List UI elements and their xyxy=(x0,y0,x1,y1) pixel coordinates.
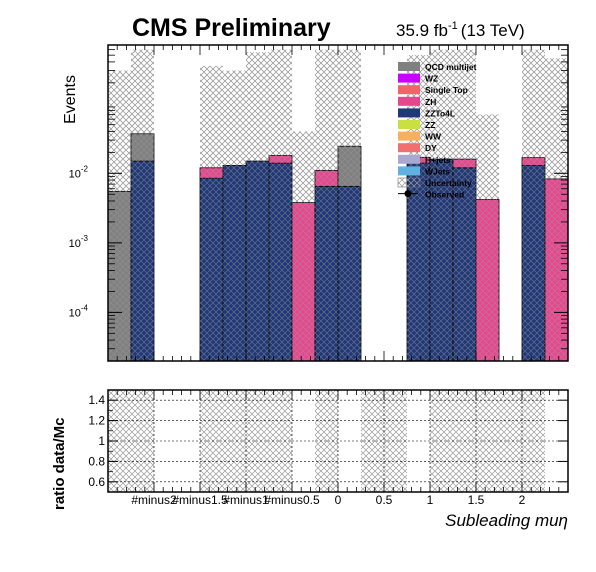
uncertainty-overlay xyxy=(545,58,568,361)
legend-swatch xyxy=(398,120,420,129)
ratio-band-segment xyxy=(430,390,545,492)
legend-swatch xyxy=(398,73,420,83)
legend-label: Single Top xyxy=(425,85,468,95)
uncertainty-overlay xyxy=(246,52,269,362)
uncertainty-overlay xyxy=(269,49,292,362)
ratio-y-tick-label: 1 xyxy=(98,434,105,448)
legend-swatch xyxy=(398,154,420,164)
legend-label: Uncertainty xyxy=(425,178,472,188)
legend-swatch xyxy=(398,108,420,118)
uncertainty-overlay xyxy=(453,49,476,362)
uncertainty-overlay xyxy=(292,131,315,361)
legend-swatch xyxy=(398,166,420,176)
ratio-y-tick-label: 0.8 xyxy=(88,454,105,468)
y-axis-label: Events xyxy=(62,75,79,124)
main-panel: 10-2 10-3 10-4 Events QCD multijet WZSingle… xyxy=(62,44,569,362)
stacked-histogram xyxy=(107,49,569,362)
legend-marker-observed xyxy=(404,190,412,198)
ratio-band-segment xyxy=(315,390,338,492)
ratio-axis-ticks: 1.4 1.2 1 0.8 0.6 #minus2#minus1.5#minus1#min… xyxy=(88,389,569,507)
legend-swatch-uncertainty xyxy=(397,177,421,188)
x-tick-label: 0.5 xyxy=(376,493,393,507)
x-tick-label: #minus0.5 xyxy=(264,493,320,507)
y-tick-label: 10-3 xyxy=(69,234,89,250)
legend-label: WJets xyxy=(425,166,450,176)
legend-label: DY xyxy=(425,143,437,153)
ratio-y-axis-label: ratio data/Mc xyxy=(51,417,68,510)
uncertainty-overlay xyxy=(223,70,246,362)
ratio-grid xyxy=(108,390,568,492)
legend-label: ZZTo4L xyxy=(425,108,455,118)
x-tick-label: #minus1 xyxy=(223,493,269,507)
legend-swatch xyxy=(398,62,420,71)
ratio-y-tick-label: 1.2 xyxy=(88,414,105,428)
uncertainty-overlay xyxy=(338,49,361,362)
legend-label: ZH xyxy=(425,97,436,107)
uncertainty-overlay xyxy=(131,49,154,362)
x-tick-label: 1.5 xyxy=(468,493,485,507)
uncertainty-overlay xyxy=(200,65,223,361)
legend-label: Observed xyxy=(425,190,464,200)
uncertainty-overlay xyxy=(430,49,453,362)
legend-label: WW xyxy=(425,132,442,142)
x-tick-label: #minus1.5 xyxy=(172,493,228,507)
luminosity-label: 35.9 fb-1 (13 TeV) xyxy=(396,20,525,40)
plot-title: CMS Preliminary xyxy=(132,14,331,42)
uncertainty-overlay xyxy=(315,49,338,362)
ratio-y-tick-label: 0.6 xyxy=(88,475,105,489)
legend-swatch xyxy=(398,85,420,95)
uncertainty-overlay xyxy=(476,114,499,361)
uncertainty-overlay xyxy=(108,70,131,362)
legend-swatch xyxy=(398,96,420,106)
x-tick-label: 0 xyxy=(335,493,342,507)
y-tick-label: 10-2 xyxy=(69,164,89,180)
legend-label: QCD multijet xyxy=(425,62,477,72)
x-tick-label: 2 xyxy=(519,493,526,507)
x-axis-label: Subleading muη xyxy=(445,511,568,530)
x-tick-label: #minus2 xyxy=(131,493,177,507)
legend-swatch xyxy=(398,143,420,153)
main-axis-ticks: 10-2 10-3 10-4 xyxy=(69,45,569,362)
y-tick-label: 10-4 xyxy=(69,303,89,319)
ratio-y-tick-label: 1.4 xyxy=(88,393,105,407)
ratio-panel: 1.4 1.2 1 0.8 0.6 #minus2#minus1.5#minus1#min… xyxy=(51,389,569,530)
x-tick-label: 1 xyxy=(427,493,434,507)
legend-label: ZZ xyxy=(425,120,435,130)
legend-label: H+jets xyxy=(425,155,451,165)
uncertainty-overlay xyxy=(522,49,545,362)
legend-label: WZ xyxy=(425,74,438,84)
legend-swatch xyxy=(398,131,420,141)
